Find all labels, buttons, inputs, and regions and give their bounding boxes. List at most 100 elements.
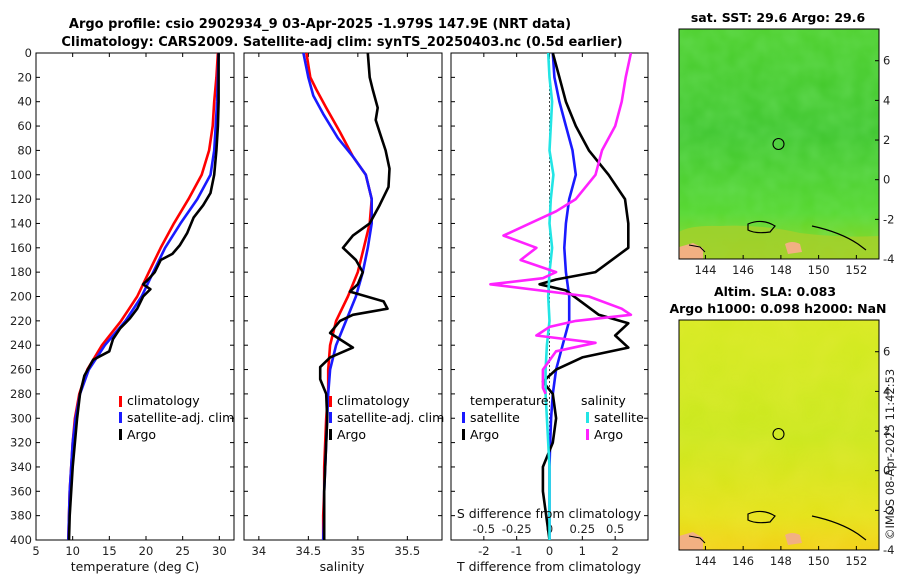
map-lon-label: 146: [732, 263, 754, 277]
depth-tick-label: 240: [10, 338, 32, 352]
map-lat-label: 6: [883, 345, 890, 359]
map-lat-label: -2: [883, 503, 894, 517]
depth-tick-label: 340: [10, 460, 32, 474]
temperature-xlabel: temperature (deg C): [71, 559, 200, 574]
depth-tick-label: 140: [10, 216, 32, 230]
land-patch: [785, 533, 802, 545]
x-tick-label: 20: [139, 544, 154, 558]
difference-lines: [489, 52, 633, 541]
salinity-xlabel: salinity: [320, 559, 365, 574]
map-lon-label: 152: [845, 554, 867, 568]
legend-swatch-climatology: [329, 396, 332, 407]
difference-y-ticks: [451, 52, 648, 541]
map-lon-label: 152: [845, 263, 867, 277]
x-tick-label: 35.5: [395, 544, 421, 558]
temperature-panel: 0 20 40 60 80 100 120 140 160 180 200 220 240 260 280 3…: [10, 46, 235, 574]
map-lat-label: -2: [883, 212, 894, 226]
s-diff-tick-label: -0.25: [502, 522, 532, 536]
x-tick-label: 34.5: [296, 544, 322, 558]
x-tick-label: -2: [478, 544, 489, 558]
x-tick-label: 25: [175, 544, 190, 558]
depth-tick-label: 360: [10, 484, 32, 498]
depth-tick-label: 60: [17, 119, 32, 133]
x-tick-label: 15: [102, 544, 117, 558]
series-line-argo: [318, 52, 391, 540]
temperature-x-ticks: 5 10 15 20 25 30: [32, 53, 227, 558]
legend-swatch-t-argo: [462, 429, 465, 440]
map-lat-label: -4: [883, 543, 894, 557]
figure-title-line1: Argo profile: csio 2902934_9 03-Apr-2025…: [69, 17, 571, 32]
argo-location-marker: [772, 427, 785, 441]
map-lat-label: 0: [883, 173, 890, 187]
depth-tick-label: 180: [10, 265, 32, 279]
x-tick-label: 2: [612, 544, 619, 558]
difference-x-ticks: -2 -1 0 1 2: [478, 53, 619, 558]
legend-s-satellite: satellite: [594, 410, 644, 425]
depth-tick-label: 400: [10, 533, 32, 547]
map-lon-label: 150: [808, 554, 830, 568]
s-diff-tick-label: 0.25: [570, 522, 596, 536]
x-tick-label: 30: [212, 544, 227, 558]
land-patch: [679, 532, 703, 550]
map-lon-label: 148: [770, 263, 792, 277]
land-patch: [785, 242, 802, 254]
legend-satellite-adj: satellite-adj. clim: [127, 410, 234, 425]
temperature-legend: climatology satellite-adj. clim Argo: [119, 393, 234, 442]
map-lat-label: 2: [883, 133, 890, 147]
x-tick-label: 1: [579, 544, 586, 558]
legend-swatch-satellite: [329, 412, 332, 423]
depth-tick-label: 320: [10, 436, 32, 450]
sst-texture: [679, 29, 879, 259]
depth-tick-label: 80: [17, 143, 32, 157]
legend-swatch-satellite: [119, 412, 122, 423]
depth-tick-label: 20: [17, 70, 32, 84]
legend-swatch-t-satellite: [462, 412, 465, 423]
salinity-x-ticks: 34 34.5 35 35.5: [252, 53, 421, 558]
coastline: [688, 535, 706, 544]
series-line-temperature-satellite: [548, 52, 578, 540]
sst-map-ticks: 144 146 148 150 152 6 4 2 0 -2 -4: [694, 54, 894, 277]
legend-swatch-s-satellite: [586, 412, 589, 423]
depth-tick-label: 120: [10, 192, 32, 206]
map-lat-label: 6: [883, 54, 890, 68]
depth-tick-label: 220: [10, 314, 32, 328]
map-lon-label: 146: [732, 554, 754, 568]
salinity-y-ticks: [244, 52, 442, 541]
argo-location-marker: [772, 137, 785, 151]
legend-swatch-climatology: [119, 396, 122, 407]
x-tick-label: 0: [546, 544, 553, 558]
salinity-difference-ticks: -0.5 -0.25 0 0.25 0.5: [473, 522, 625, 536]
legend-s-argo: Argo: [594, 427, 623, 442]
sst-map-title: sat. SST: 29.6 Argo: 29.6: [691, 10, 866, 25]
legend-t-argo: Argo: [470, 427, 499, 442]
depth-tick-label: 0: [25, 46, 32, 60]
sst-map: sat. SST: 29.6 Argo: 29.6 144 146 148 150 15…: [678, 10, 894, 277]
coastline: [747, 510, 776, 524]
map-lon-label: 144: [694, 263, 716, 277]
x-tick-label: 10: [65, 544, 80, 558]
sla-texture: [679, 320, 879, 550]
map-lat-label: 4: [883, 384, 890, 398]
legend-title-salinity: salinity: [581, 393, 626, 408]
series-line-satellite-adj-clim: [67, 52, 220, 541]
difference-panel: -2 -1 0 1 2 -0.5 -0.25 0 0.25 0.5 S difference f…: [450, 52, 649, 574]
figure-title-line2: Climatology: CARS2009. Satellite-adj cli…: [61, 35, 622, 50]
depth-ticks: 0 20 40 60 80 100 120 140 160 180 200 220 240 260 280 3…: [10, 46, 234, 547]
depth-tick-label: 380: [10, 509, 32, 523]
sst-map-frame: [678, 28, 880, 260]
salinity-lines: [302, 52, 391, 541]
salinity-panel: 34 34.5 35 35.5 salinity climatology satell…: [243, 52, 444, 574]
imos-credit: ©IMOS 08-Apr-2025 11:42:53: [883, 369, 897, 540]
legend-t-satellite: satellite: [470, 410, 520, 425]
map-lat-label: -4: [883, 252, 894, 266]
series-line-salinity-argo: [489, 52, 633, 395]
depth-tick-label: 280: [10, 387, 32, 401]
map-lon-label: 148: [770, 554, 792, 568]
x-tick-label: 34: [252, 544, 267, 558]
legend-climatology: climatology: [337, 393, 410, 408]
s-diff-tick-label: 0.5: [606, 522, 624, 536]
legend-title-temperature: temperature: [470, 393, 549, 408]
depth-tick-label: 300: [10, 411, 32, 425]
depth-tick-label: 260: [10, 363, 32, 377]
temperature-axes: [35, 52, 235, 541]
